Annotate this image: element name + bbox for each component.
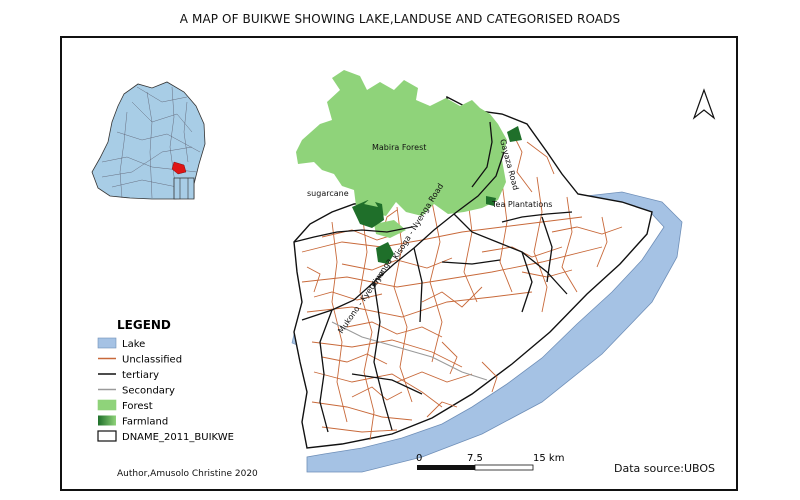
label-sugarcane: sugarcane: [307, 189, 349, 198]
legend-label-unclassified: Unclassified: [122, 355, 182, 366]
legend-label-tertiary: tertiary: [122, 370, 159, 381]
north-arrow-icon: [692, 88, 716, 120]
legend-label-lake: Lake: [122, 339, 145, 350]
label-tea-plantations: Tea Plantations: [491, 200, 552, 209]
inset-lake-region: [173, 177, 195, 200]
farmland-areas: [352, 126, 522, 264]
legend-symbol-dname-2011-buikwe: [97, 430, 117, 442]
tertiary-roads: [293, 121, 573, 433]
mabira-forest: [296, 70, 507, 238]
scale-bar: 0 7.5 15 km: [416, 453, 564, 471]
unclassified-roads: [301, 126, 623, 441]
uganda-inset-map: [91, 81, 206, 200]
label-mabira-forest: Mabira Forest: [372, 143, 426, 152]
legend-title: LEGEND: [117, 318, 171, 332]
author-credit: Author,Amusolo Christine 2020: [117, 469, 258, 479]
map-title: A MAP OF BUIKWE SHOWING LAKE,LANDUSE AND…: [179, 12, 621, 26]
legend-label-forest: Forest: [122, 401, 153, 412]
legend-symbol-forest: [97, 399, 117, 411]
data-source: Data source:UBOS: [614, 462, 715, 475]
scale-tick-1: 7.5: [467, 453, 483, 464]
scale-tick-0: 0: [416, 453, 422, 464]
legend-label-farmland: Farmland: [122, 417, 168, 428]
legend-symbol-farmland: [98, 415, 116, 426]
legend-label-dname-2011-buikwe: DNAME_2011_BUIKWE: [122, 432, 234, 443]
legend-label-secondary: Secondary: [122, 386, 175, 397]
inset-buikwe-highlight: [171, 161, 187, 175]
map-canvas: Mabira Forest sugarcane Tea Plantations …: [91, 70, 716, 479]
scale-tick-2: 15 km: [533, 453, 564, 464]
map-frame: Mabira Forest sugarcane Tea Plantations …: [60, 36, 738, 491]
legend: LEGEND Lake Unclassified tertiary Secondary…: [97, 318, 234, 443]
legend-symbol-lake: [97, 337, 117, 349]
lake-victoria: [306, 191, 683, 473]
